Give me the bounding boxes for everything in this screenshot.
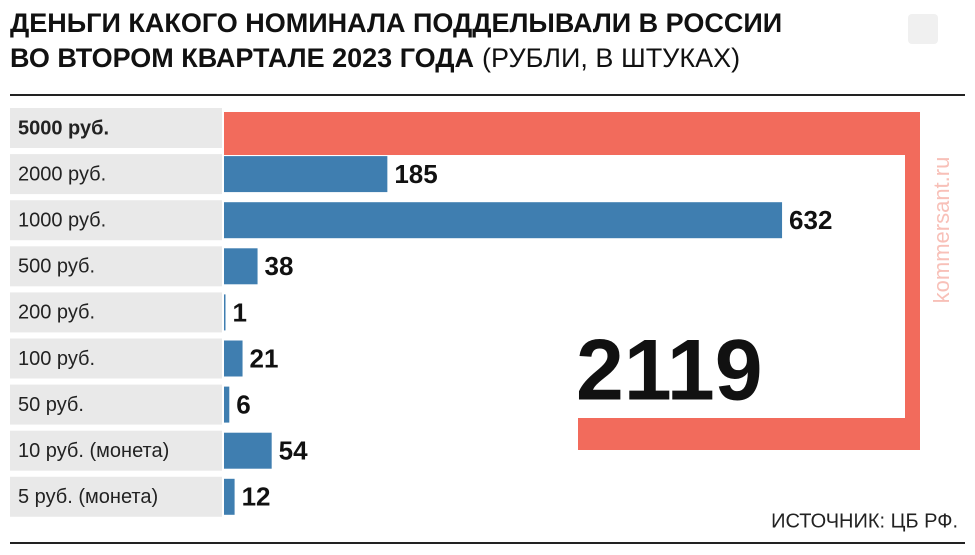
title-line: ВО ВТОРОМ КВАРТАЛЕ 2023 ГОДА (РУБЛИ, В ШТ… bbox=[10, 43, 740, 73]
category-label: 10 руб. (монета) bbox=[18, 440, 169, 462]
label-bg bbox=[10, 108, 222, 148]
bar bbox=[224, 478, 235, 515]
value-label: 12 bbox=[242, 482, 271, 512]
label-bg bbox=[10, 246, 222, 287]
category-label: 5 руб. (монета) bbox=[18, 486, 158, 508]
category-label: 50 руб. bbox=[18, 394, 84, 416]
category-label: 2000 руб. bbox=[18, 163, 106, 185]
bar bbox=[224, 340, 243, 377]
value-label: 632 bbox=[789, 205, 832, 235]
category-label: 100 руб. bbox=[18, 348, 95, 370]
category-label: 500 руб. bbox=[18, 256, 95, 278]
label-bg bbox=[10, 292, 222, 333]
unit-note: (РУБЛИ, В ШТУКАХ) bbox=[482, 43, 740, 73]
expand-icon[interactable] bbox=[908, 14, 938, 44]
bar bbox=[224, 432, 272, 469]
category-label: 5000 руб. bbox=[18, 117, 109, 139]
icon-bg[interactable] bbox=[908, 14, 938, 44]
label-bg bbox=[10, 430, 222, 471]
category-label: 200 руб. bbox=[18, 302, 95, 324]
bar bbox=[224, 248, 258, 285]
label-bg bbox=[10, 384, 222, 425]
value-label: 2119 bbox=[576, 323, 763, 419]
category-label: 1000 руб. bbox=[18, 209, 106, 231]
highlight-bar bbox=[224, 112, 920, 450]
value-label: 6 bbox=[236, 389, 250, 419]
title-line: ВО ВТОРОМ КВАРТАЛЕ 2023 ГОДА bbox=[10, 43, 474, 73]
title-line: ДЕНЬГИ КАКОГО НОМИНАЛА ПОДДЕЛЫВАЛИ В РОС… bbox=[10, 8, 782, 38]
value-label: 1 bbox=[233, 297, 247, 327]
source: ИСТОЧНИК: ЦБ РФ. bbox=[771, 510, 958, 532]
value-label: 185 bbox=[394, 159, 437, 189]
label-bg bbox=[10, 338, 222, 379]
value-label: 54 bbox=[279, 436, 308, 466]
value-label: 21 bbox=[250, 343, 279, 373]
label-bg bbox=[10, 154, 222, 195]
bar bbox=[224, 156, 388, 193]
label-bg bbox=[10, 200, 222, 241]
bar bbox=[224, 294, 226, 331]
bar bbox=[224, 386, 230, 423]
value-label: 38 bbox=[265, 251, 294, 281]
label-bg bbox=[10, 476, 222, 517]
bar bbox=[224, 202, 783, 239]
watermark: kommersant.ru bbox=[929, 157, 954, 304]
